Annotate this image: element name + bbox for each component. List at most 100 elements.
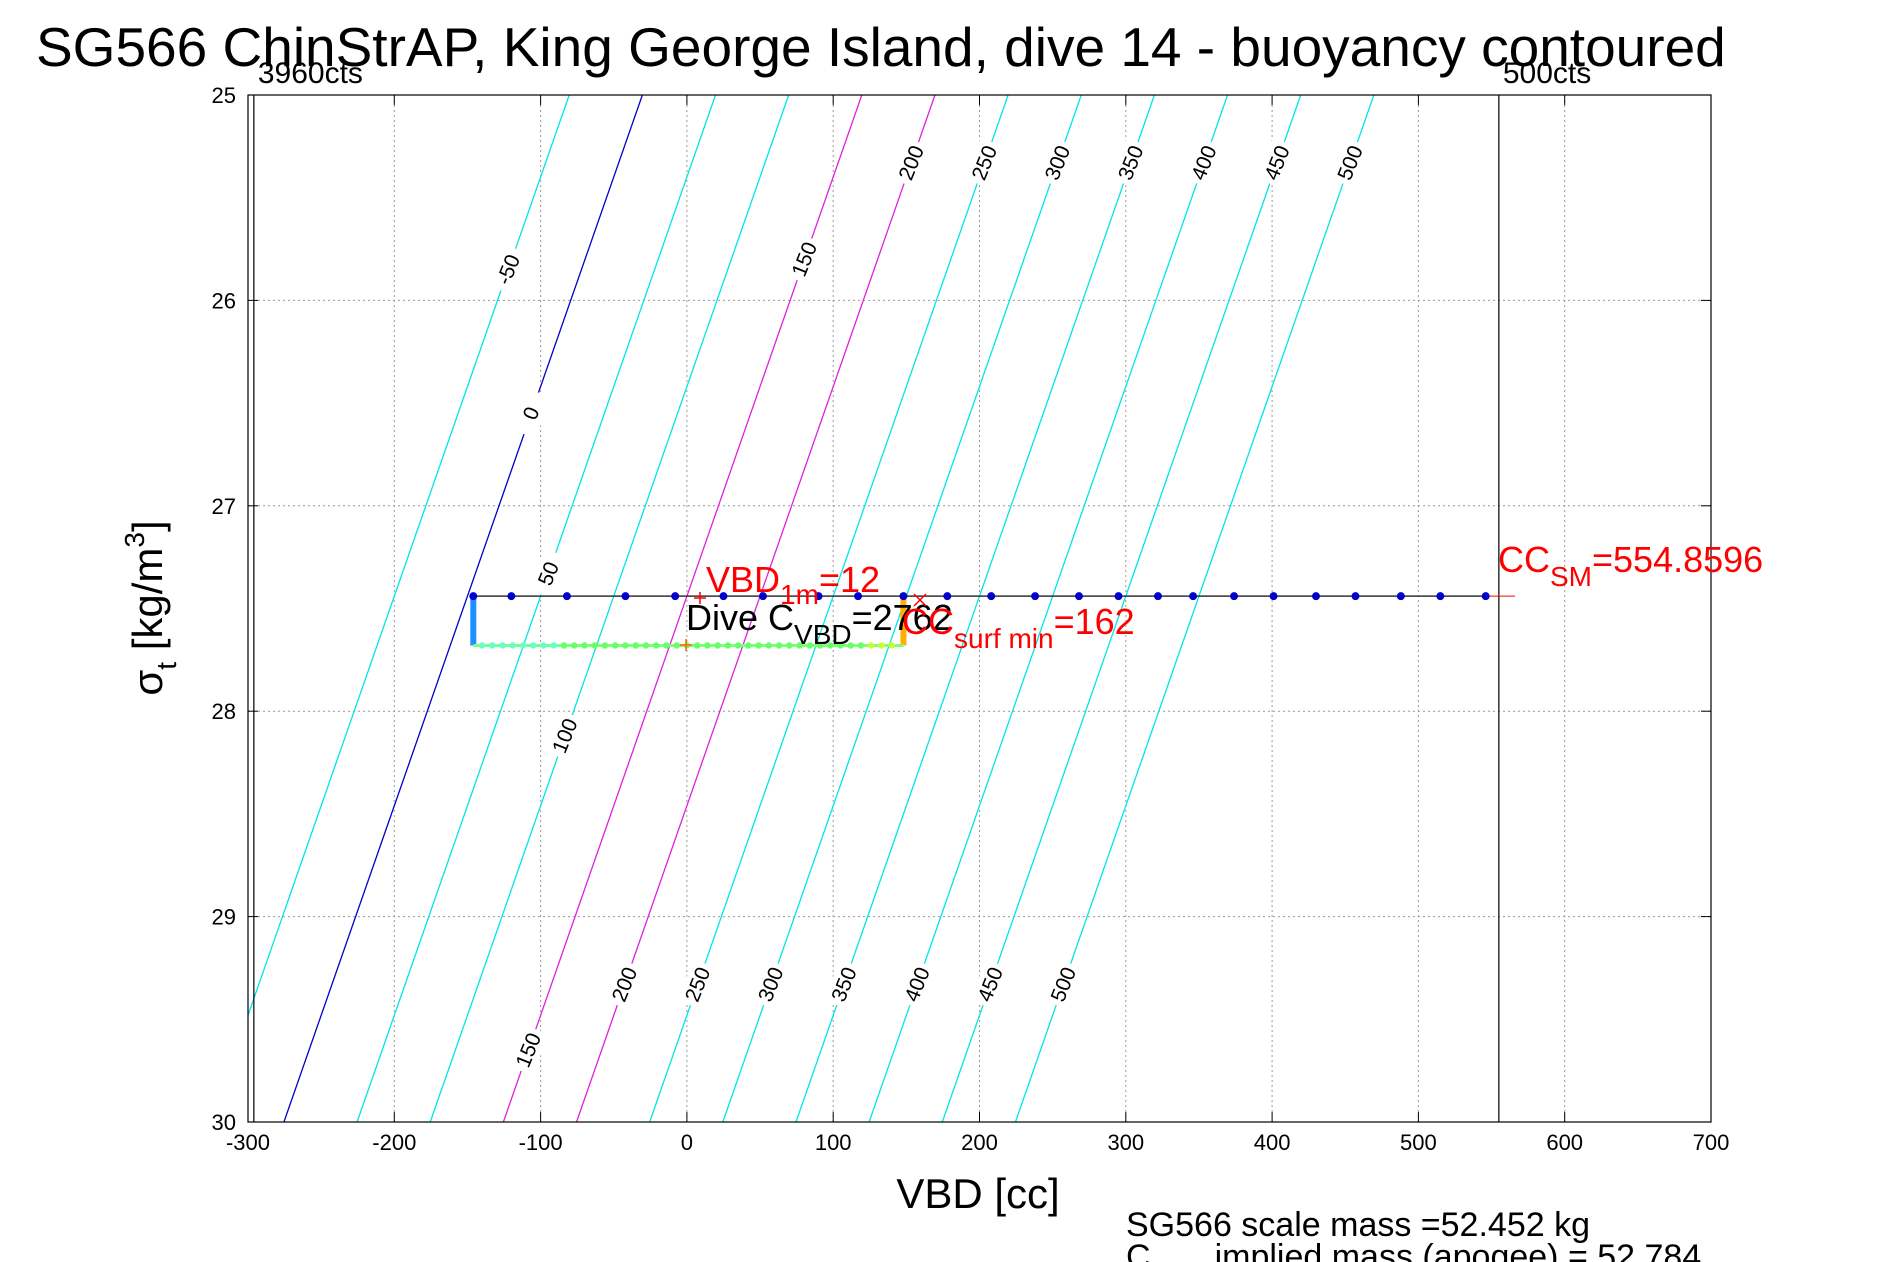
contour-label-bg [1256, 137, 1298, 189]
climb-point [642, 642, 650, 649]
climb-point [765, 642, 773, 649]
contour-label-bg [750, 959, 792, 1010]
x-tick-label: -200 [372, 1130, 416, 1155]
descent-point [1396, 592, 1405, 601]
descent-point [1436, 592, 1445, 601]
contour-label-bg [1183, 137, 1225, 189]
climb-point [478, 642, 486, 649]
descent-point [469, 592, 478, 601]
cc-sm-annotation: CCSM=554.8596 [1498, 539, 1763, 592]
y-tick-label: 28 [212, 699, 236, 724]
contour-label-bg [508, 1024, 549, 1076]
climb-point [775, 642, 783, 649]
x-tick-label: 400 [1254, 1130, 1291, 1155]
descent-point [562, 592, 571, 601]
y-tick-label: 27 [212, 494, 236, 519]
climb-point [837, 642, 844, 649]
contour-label-bg [487, 244, 529, 295]
climb-point [796, 642, 803, 649]
svg-text:VBD1m=12: VBD1m=12 [706, 559, 880, 610]
climb-point [816, 642, 824, 649]
contour-label-bg [784, 234, 825, 285]
x-tick-label: 0 [681, 1130, 693, 1155]
contour-label-bg [604, 959, 645, 1010]
dive-cvbd-annotation: Dive CVBD=2762 [686, 597, 953, 650]
x-axis-label: VBD [cc] [896, 1170, 1059, 1217]
vbd-limit-lines: 3960cts 500cts [253, 57, 1591, 1122]
zero-vbd-marker [680, 639, 692, 651]
climb-point [857, 642, 865, 649]
climb-point [499, 642, 506, 649]
climb-point [878, 642, 885, 649]
climb-point [550, 642, 557, 649]
climb-point [673, 642, 680, 649]
descent-point [854, 592, 863, 601]
descent-point [719, 592, 728, 601]
y-axis-label: σt [kg/m3] [119, 520, 182, 695]
contour-label-bg [1329, 137, 1371, 189]
descent-point [1114, 592, 1123, 601]
contour-line [795, 95, 1156, 1122]
contour-line [283, 95, 643, 1122]
vbd-limit-label: 3960cts [258, 57, 363, 90]
x-tick-label: 100 [815, 1130, 852, 1155]
descent-point [507, 592, 516, 601]
contour-line [429, 95, 790, 1122]
contour-label-bg [528, 548, 569, 599]
contour-label-bg [896, 959, 938, 1010]
x-tick-label: 700 [1693, 1130, 1730, 1155]
descent-point [1031, 592, 1040, 601]
climb-point [734, 642, 742, 649]
contour-line [1014, 95, 1375, 1122]
contour-label-bg [964, 137, 1005, 189]
climb-point [571, 642, 578, 649]
vbd-1m-annotation: VBD1m=12 [706, 559, 880, 610]
climb-point [591, 642, 598, 649]
contour-line [868, 95, 1229, 1122]
climb-point [786, 642, 793, 649]
y-tick-label: 30 [212, 1110, 236, 1135]
vbd-limit-label: 500cts [1503, 57, 1591, 90]
climb-point [755, 642, 762, 649]
descent-point [899, 592, 908, 601]
descent-point [671, 592, 680, 601]
climb-point [489, 642, 496, 649]
contour-line [941, 95, 1302, 1122]
contour-line [575, 95, 936, 1122]
descent-point [943, 592, 952, 601]
y-tick-label: 29 [212, 905, 236, 930]
contour-label: 0 [510, 388, 552, 439]
contour-label: 450 [970, 959, 1011, 1010]
climb-point [868, 642, 875, 649]
contour-label-bg [891, 137, 932, 189]
climb-point [560, 642, 568, 649]
descent-point [1189, 592, 1198, 601]
contour-label-bg [677, 959, 719, 1010]
cc-surf-min-annotation: CCsurf min=162 [902, 601, 1135, 654]
x-axis-ticks: -300 -200 -100 0 100 200 300 400 500 600 700 [226, 95, 1729, 1155]
vbd-1m-marker [694, 592, 706, 604]
contour-label-bg [544, 710, 586, 762]
descent-point [1074, 592, 1083, 601]
descent-point [814, 592, 823, 601]
climb-point [509, 642, 517, 649]
contour-line [649, 95, 1009, 1122]
svg-text:CCsurf min=162: CCsurf min=162 [902, 601, 1135, 654]
contour-label-bg [970, 959, 1011, 1010]
plot-area [248, 95, 1711, 1122]
buoyancy-contours [248, 95, 1375, 1122]
contour-label-bg [510, 388, 552, 439]
climb-point [530, 642, 537, 649]
climb-point [652, 642, 660, 649]
x-tick-label: 200 [961, 1130, 998, 1155]
climb-point [601, 642, 609, 649]
climb-point [888, 642, 895, 649]
descent-point [1230, 592, 1239, 601]
descent-point [1153, 592, 1162, 601]
contour-label-bg [1043, 959, 1084, 1010]
climb-point [714, 642, 721, 649]
x-tick-label: 500 [1400, 1130, 1437, 1155]
climb-point [581, 642, 588, 649]
